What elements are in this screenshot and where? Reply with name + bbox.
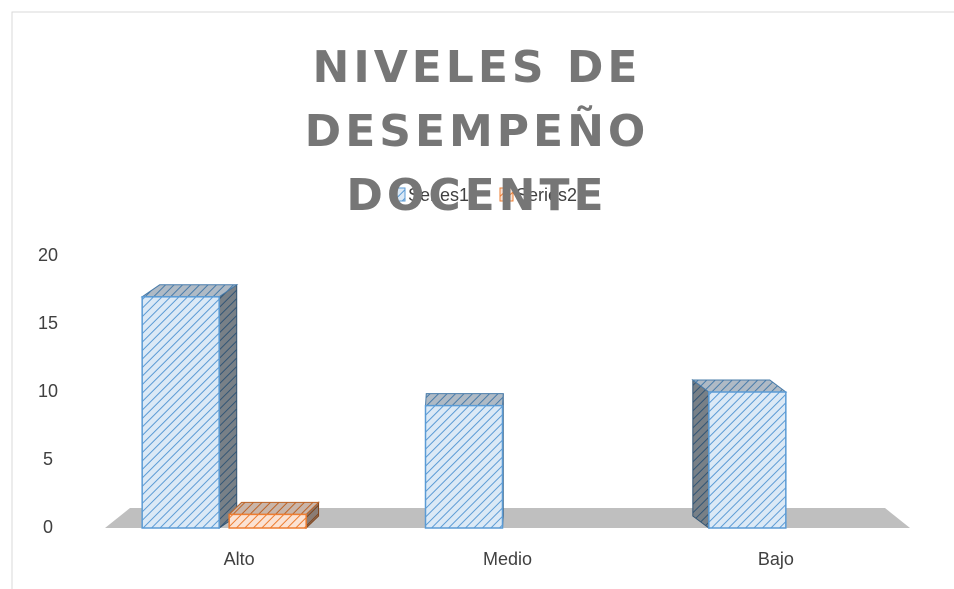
y-tick-label: 10 [38,381,58,401]
bar [691,379,788,529]
bar-face [227,501,320,515]
y-tick-label: 0 [43,517,53,537]
bar-face [692,379,710,529]
bar [424,393,504,529]
bar-face [141,296,220,529]
chart-title: NIVELES DE DESEMPEÑO DOCENTE [304,42,650,221]
legend-label: Series2 [516,185,577,205]
bar-face [228,513,307,529]
chart-border [11,11,954,589]
x-tick-label: Medio [483,549,532,569]
legend-swatch [499,187,514,202]
bar-face [424,393,504,407]
legend-swatch [391,187,406,202]
bar-face [218,283,238,529]
y-tick-label: 15 [38,313,58,333]
bar [140,283,239,529]
bar [227,501,320,530]
x-tick-label: Alto [224,549,255,569]
x-tick-label: Bajo [758,549,794,569]
bar-face [424,404,504,529]
bar-face [708,391,787,529]
bar-face [140,284,239,298]
y-tick-label: 5 [43,449,53,469]
bar-face [691,379,788,393]
legend-label: Series1 [408,185,469,205]
y-tick-label: 20 [38,245,58,265]
